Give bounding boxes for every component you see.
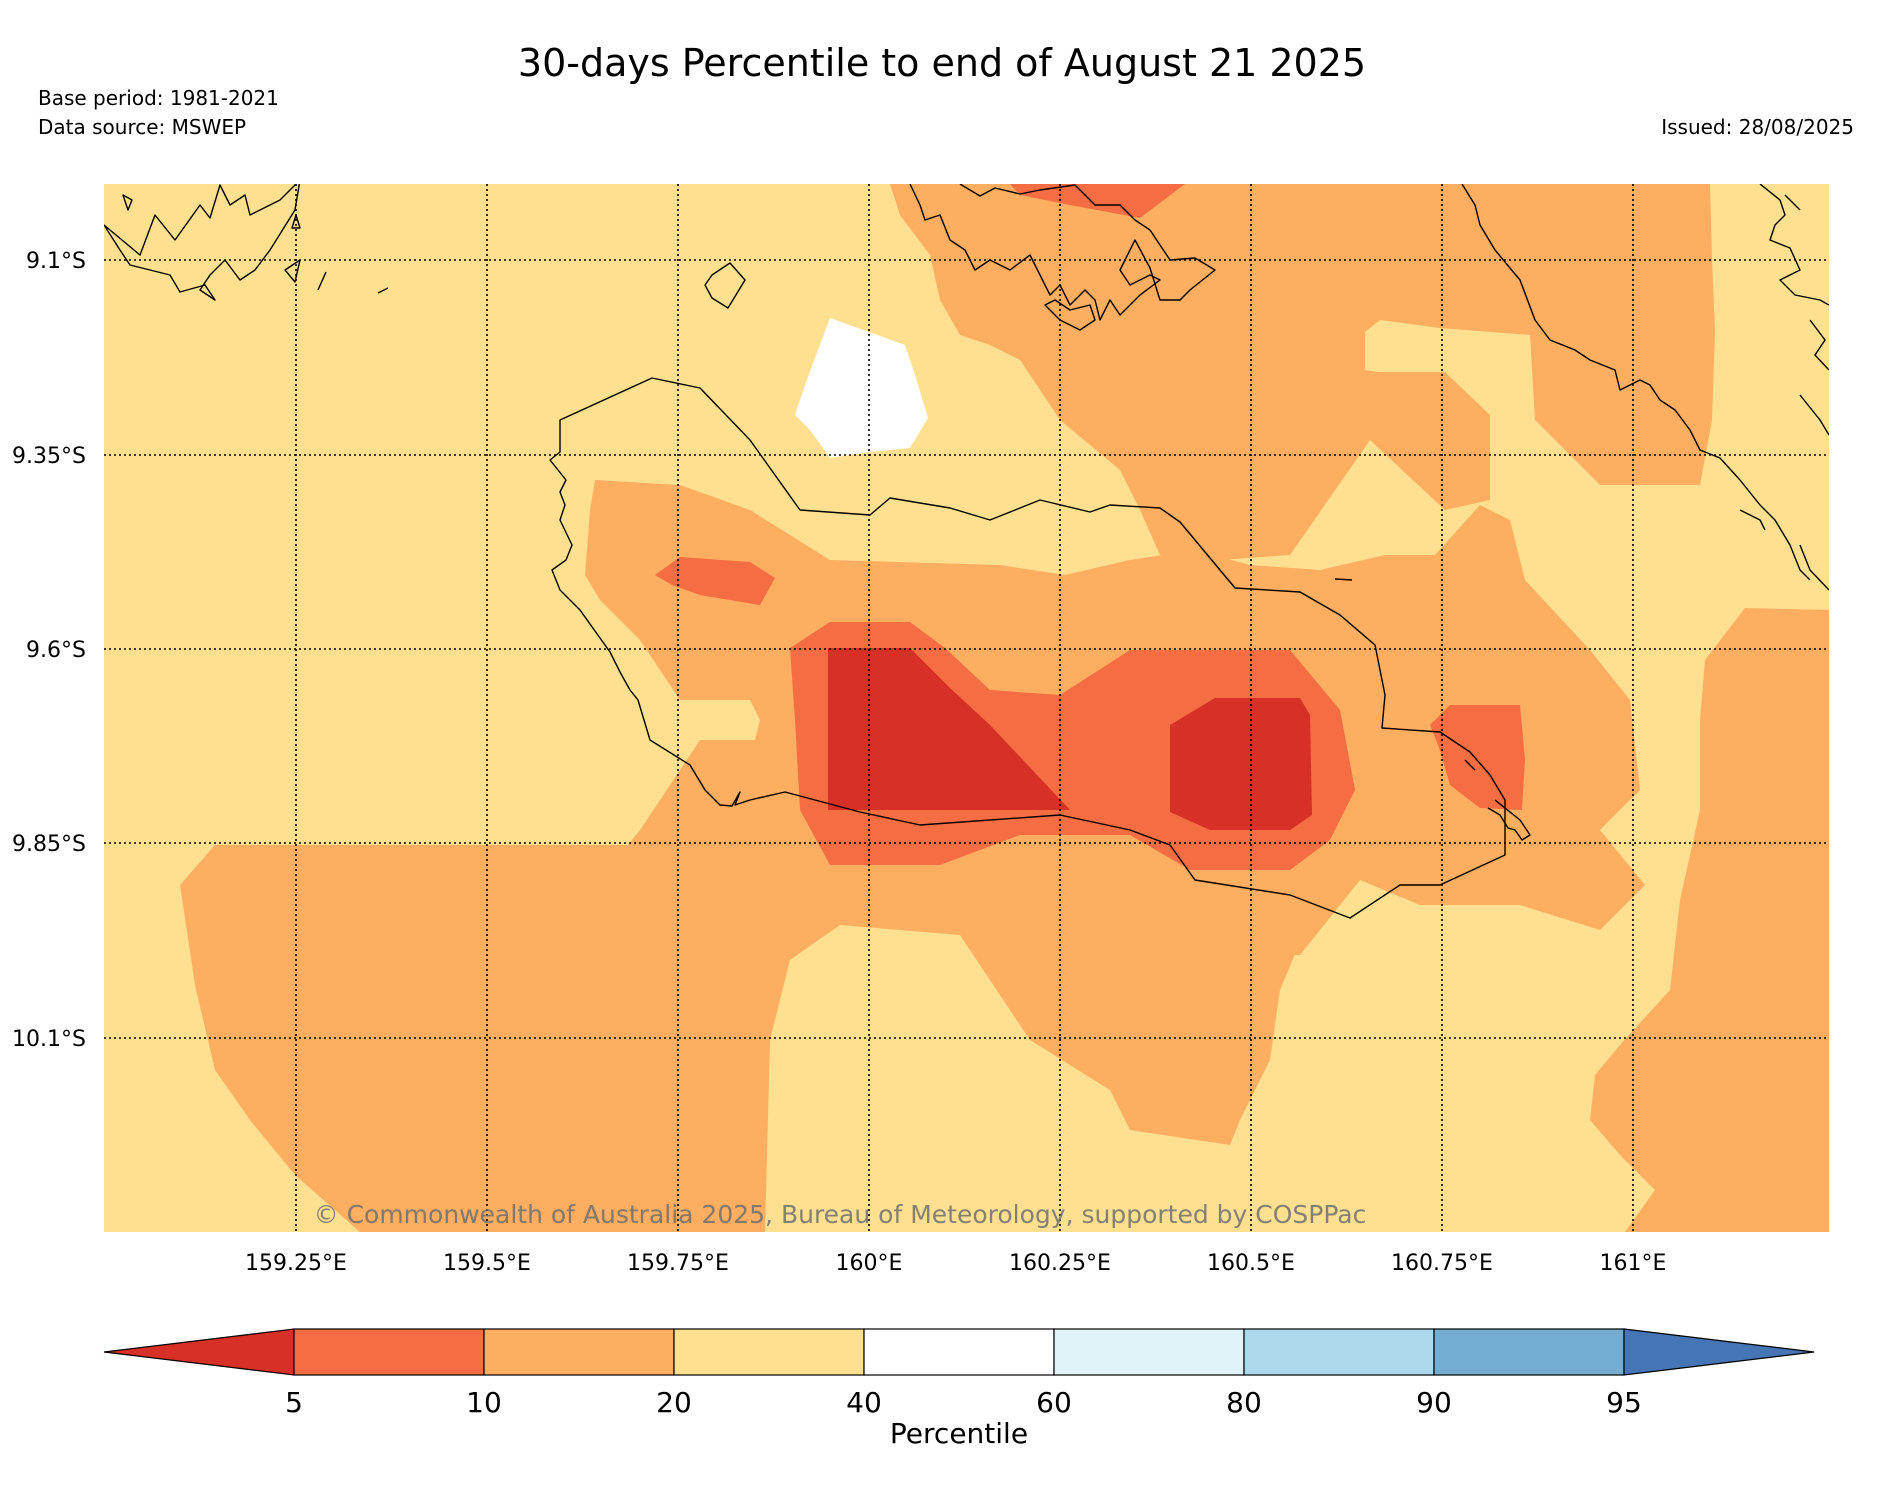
colorbar-tick-label: 80	[1226, 1386, 1262, 1419]
coastline-malaita-east-3	[1799, 394, 1829, 436]
lon-tick-label: 160°E	[836, 1251, 903, 1276]
colorbar-tick-label: 60	[1036, 1386, 1072, 1419]
region-north-10-20	[890, 184, 1715, 560]
longitude-tick-labels: 159.25°E 159.5°E 159.75°E 160°E 160.25°E…	[245, 1251, 1666, 1276]
colorbar-tick-label: 90	[1416, 1386, 1452, 1419]
coastline-malaita-south-1	[1739, 509, 1766, 531]
colorbar-title: Percentile	[890, 1417, 1028, 1450]
colorbar-segment-90-95	[1433, 1328, 1625, 1376]
colorbar-segment-10-20	[483, 1328, 675, 1376]
colorbar-tick-label: 40	[846, 1386, 882, 1419]
figure-title: 30-days Percentile to end of August 21 2…	[518, 41, 1366, 85]
colorbar-segment-80-90	[1243, 1328, 1435, 1376]
coastline-small-west-1	[291, 214, 301, 229]
data-source-label: Data source: MSWEP	[38, 115, 246, 139]
coastline-malaita-northwest-2	[1044, 299, 1096, 331]
colorbar-tick-label: 95	[1606, 1386, 1642, 1419]
region-north-5-10	[1010, 184, 1185, 218]
colorbar-tick-label: 5	[285, 1386, 303, 1419]
lon-tick-label: 159.25°E	[245, 1251, 347, 1276]
coastline-small-west-5	[122, 194, 133, 211]
lat-tick-label: 9.1°S	[26, 249, 86, 274]
region-west-5-10	[655, 557, 775, 605]
lat-tick-label: 10.1°S	[12, 1027, 86, 1052]
latitude-tick-labels: 9.1°S 9.35°S 9.6°S 9.85°S 10.1°S	[12, 249, 86, 1052]
coastline-guadalcanal	[549, 377, 1506, 919]
colorbar-segment-60-80	[1053, 1328, 1245, 1376]
coastline-savo-west	[104, 184, 301, 301]
lon-tick-label: 159.75°E	[627, 1251, 729, 1276]
region-southeast-10-20	[1590, 608, 1829, 1232]
colorbar-segment-20-40	[673, 1328, 865, 1376]
lat-tick-label: 9.85°S	[12, 832, 86, 857]
colorbar-extend-low	[103, 1328, 295, 1376]
coastline-malaita-south-2	[1799, 544, 1829, 591]
colorbar-segment-5-10	[293, 1328, 485, 1376]
lon-tick-label: 160.75°E	[1391, 1251, 1493, 1276]
coastline-islet-southeast	[1487, 799, 1531, 841]
colorbar-tick-label: 10	[466, 1386, 502, 1419]
lon-tick-label: 160.25°E	[1009, 1251, 1111, 1276]
coastline-islet-east	[1334, 578, 1353, 581]
coastline-small-west-3	[317, 271, 327, 291]
region-east-5-10	[1430, 705, 1525, 810]
region-central-below-5	[828, 648, 1070, 810]
colorbar-tick-label: 20	[656, 1386, 692, 1419]
lon-tick-label: 159.5°E	[443, 1251, 531, 1276]
colorbar: 5 10 20 40 60 80 90 95 Percentile	[103, 1328, 1815, 1450]
region-east-below-5	[1170, 698, 1312, 830]
colorbar-extend-high	[1623, 1328, 1815, 1376]
lat-tick-label: 9.6°S	[26, 638, 86, 663]
percentile-map: © Commonwealth of Australia 2025, Bureau…	[104, 184, 1829, 1232]
coastlines	[104, 184, 1829, 919]
coastline-florida-islands	[704, 262, 746, 309]
coastline-malaita-east	[1759, 184, 1829, 306]
coastline-small-west-2	[284, 259, 301, 283]
coastline-malaita-west	[1461, 184, 1811, 581]
coastline-malaita-east-4	[1784, 194, 1801, 211]
coastline-malaita-northwest	[909, 184, 1216, 321]
class-40-60-region	[795, 318, 928, 458]
coastline-islet-southeast-2	[1464, 759, 1476, 771]
coastline-small-west-4	[377, 287, 389, 294]
coastline-malaita-east-2	[1809, 319, 1829, 371]
issued-date-label: Issued: 28/08/2025	[1661, 115, 1854, 139]
base-period-label: Base period: 1981-2021	[38, 86, 279, 110]
class-below-5-regions	[828, 648, 1312, 830]
copyright-watermark: © Commonwealth of Australia 2025, Bureau…	[314, 1200, 1367, 1229]
colorbar-segment-40-60	[863, 1328, 1055, 1376]
lon-tick-label: 161°E	[1600, 1251, 1667, 1276]
lat-tick-label: 9.35°S	[12, 444, 86, 469]
lon-tick-label: 160.5°E	[1207, 1251, 1295, 1276]
